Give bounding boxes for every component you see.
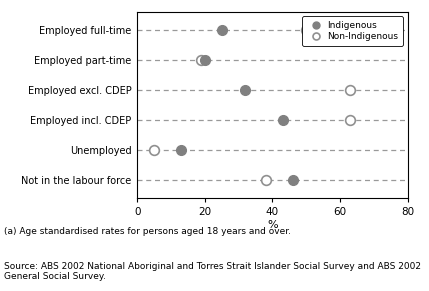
Text: Source: ABS 2002 National Aboriginal and Torres Strait Islander Social Survey an: Source: ABS 2002 National Aboriginal and… xyxy=(4,262,421,281)
X-axis label: %: % xyxy=(267,220,278,230)
Text: (a) Age standardised rates for persons aged 18 years and over.: (a) Age standardised rates for persons a… xyxy=(4,227,291,236)
Legend: Indigenous, Non-Indigenous: Indigenous, Non-Indigenous xyxy=(302,16,403,46)
